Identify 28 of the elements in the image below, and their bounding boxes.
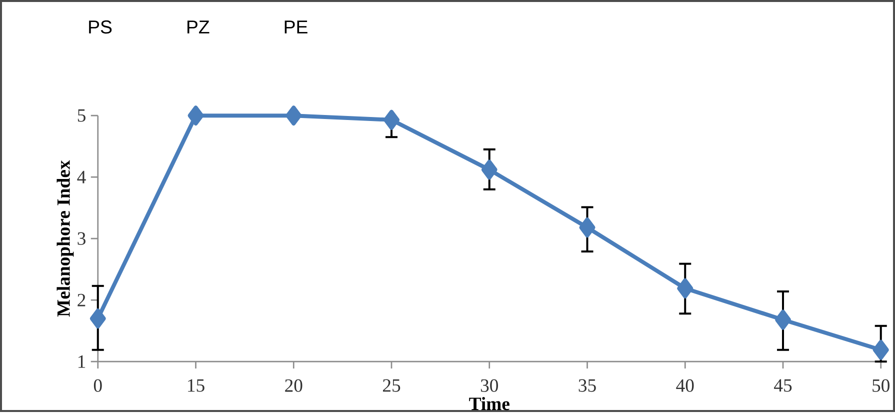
text: PZ — [187, 20, 210, 34]
x-tick-label: 25 — [382, 379, 400, 392]
text: PS — [89, 20, 112, 34]
x-tick-label: 50 — [872, 379, 890, 392]
point — [286, 106, 302, 126]
x-axis-title: Time — [469, 397, 510, 410]
point — [774, 310, 791, 330]
point — [384, 110, 400, 130]
y-tick-label: 3 — [78, 232, 86, 246]
point — [90, 308, 106, 329]
x-tick-label: 20 — [285, 379, 302, 392]
x-tick-label: 0 — [94, 379, 102, 392]
x-tick-label: 45 — [774, 379, 792, 392]
x-tick-label: 15 — [188, 379, 204, 392]
y-tick-label: 2 — [78, 294, 86, 306]
point — [481, 160, 498, 180]
y-tick-label: 5 — [78, 110, 86, 122]
x-tick-label: 30 — [480, 379, 498, 392]
point — [872, 340, 889, 360]
point — [188, 106, 204, 126]
y-tick-label: 4 — [77, 171, 86, 184]
y-axis-title: Melanophore Index — [56, 160, 74, 317]
text: PE — [284, 20, 308, 34]
point — [579, 218, 596, 238]
x-tick-label: 35 — [578, 379, 596, 392]
x-tick-label: 40 — [676, 379, 694, 392]
point — [677, 278, 694, 299]
y-tick-label: 1 — [78, 356, 86, 368]
